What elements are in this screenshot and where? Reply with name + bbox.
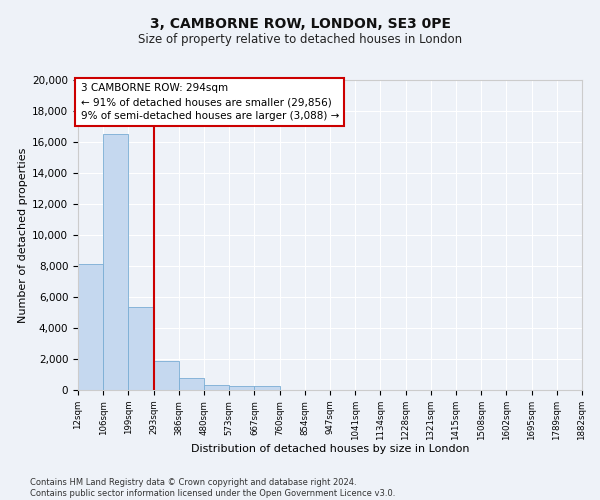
X-axis label: Distribution of detached houses by size in London: Distribution of detached houses by size … bbox=[191, 444, 469, 454]
Bar bbox=[78, 264, 103, 390]
Text: Size of property relative to detached houses in London: Size of property relative to detached ho… bbox=[138, 32, 462, 46]
Bar bbox=[103, 134, 128, 390]
Bar bbox=[179, 378, 204, 390]
Y-axis label: Number of detached properties: Number of detached properties bbox=[18, 148, 28, 322]
Text: 3 CAMBORNE ROW: 294sqm
← 91% of detached houses are smaller (29,856)
9% of semi-: 3 CAMBORNE ROW: 294sqm ← 91% of detached… bbox=[80, 83, 339, 121]
Bar bbox=[154, 362, 179, 390]
Text: Contains HM Land Registry data © Crown copyright and database right 2024.
Contai: Contains HM Land Registry data © Crown c… bbox=[30, 478, 395, 498]
Bar bbox=[254, 386, 280, 390]
Bar bbox=[128, 307, 154, 390]
Text: 3, CAMBORNE ROW, LONDON, SE3 0PE: 3, CAMBORNE ROW, LONDON, SE3 0PE bbox=[149, 18, 451, 32]
Bar bbox=[229, 386, 254, 390]
Bar bbox=[204, 384, 229, 390]
